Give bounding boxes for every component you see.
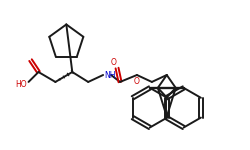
Text: HO: HO xyxy=(15,80,26,89)
Text: NH: NH xyxy=(104,70,116,80)
Text: O: O xyxy=(110,58,116,67)
Text: O: O xyxy=(134,77,140,86)
